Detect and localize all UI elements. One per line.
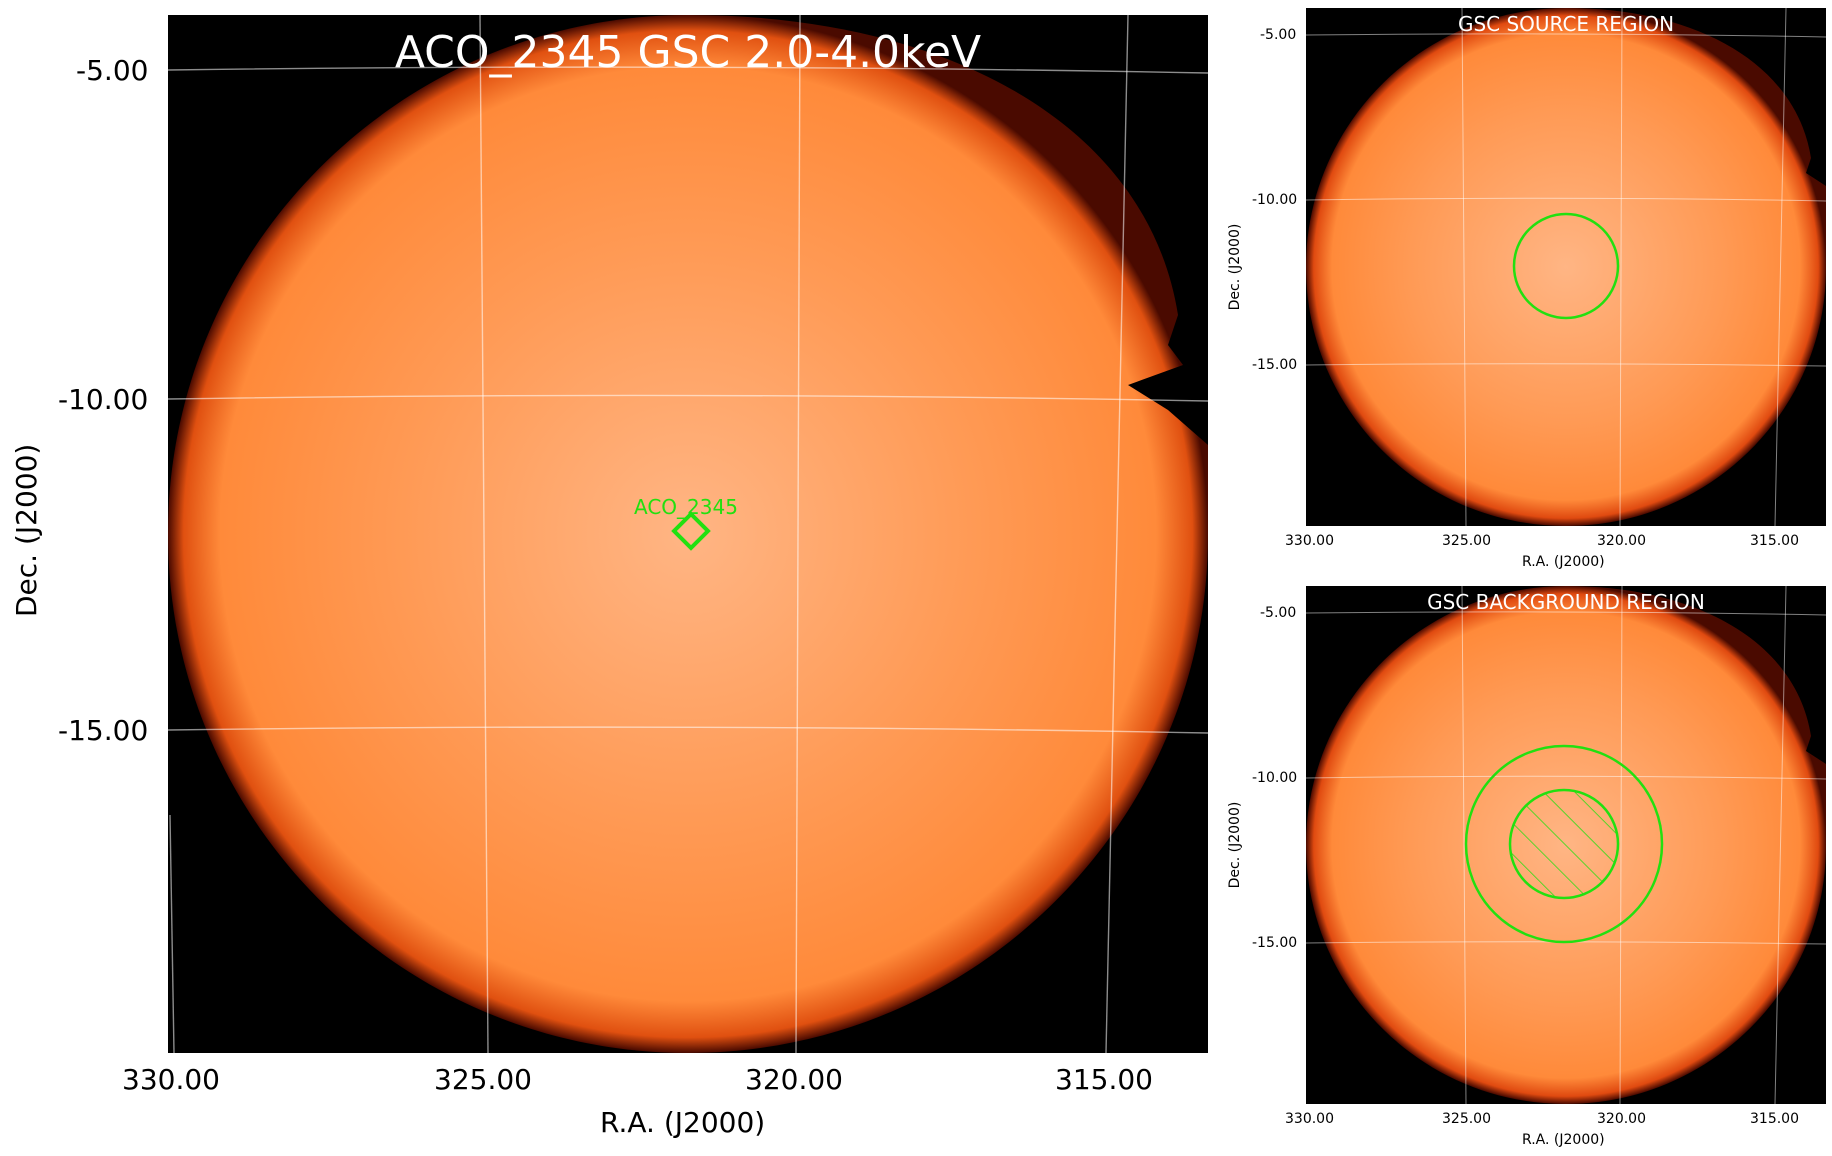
source-region-circle[interactable] (1512, 212, 1620, 320)
main-ylabel: Dec. (J2000) (10, 443, 43, 617)
exposure-map (1306, 8, 1826, 526)
main-xtick-3: 320.00 (745, 1063, 843, 1096)
source-panel-title: GSC SOURCE REGION (1457, 12, 1675, 36)
background-region-map: GSC BACKGROUND REGION (1306, 586, 1826, 1104)
background-panel-title: GSC BACKGROUND REGION (1427, 590, 1705, 614)
main-xtick-4: 315.00 (1055, 1063, 1153, 1096)
main-ytick-1: -5.00 (76, 54, 149, 87)
bkg-xtick-3: 320.00 (1597, 1111, 1646, 1127)
cluster-marker[interactable] (671, 511, 711, 551)
main-sky-map: ACO_2345 GSC 2.0-4.0keV ACO_2345 (168, 15, 1208, 1053)
background-excluded-circle[interactable] (1508, 788, 1620, 900)
source-region-map: GSC SOURCE REGION (1306, 8, 1826, 526)
source-sky-image (1306, 8, 1826, 526)
src-xlabel: R.A. (J2000) (1522, 554, 1605, 570)
exposure-map (168, 15, 1208, 1053)
bkg-xtick-2: 325.00 (1442, 1111, 1491, 1127)
bkg-xlabel: R.A. (J2000) (1522, 1132, 1605, 1148)
src-xtick-3: 320.00 (1597, 533, 1646, 549)
bkg-ytick-1: -5.00 (1260, 605, 1297, 621)
src-ytick-1: -5.00 (1260, 27, 1297, 43)
src-ytick-2: -10.00 (1252, 192, 1298, 208)
background-sky-image (1306, 586, 1826, 1104)
bkg-ylabel: Dec. (J2000) (1227, 801, 1243, 889)
background-outer-circle[interactable] (1464, 744, 1664, 944)
main-xtick-1: 330.00 (122, 1063, 220, 1096)
bkg-ytick-2: -10.00 (1252, 770, 1298, 786)
src-ylabel: Dec. (J2000) (1227, 223, 1243, 311)
main-xtick-2: 325.00 (434, 1063, 532, 1096)
main-sky-image (168, 15, 1208, 1053)
main-title: ACO_2345 GSC 2.0-4.0keV (394, 27, 982, 78)
src-xtick-2: 325.00 (1442, 533, 1491, 549)
src-ytick-3: -15.00 (1252, 357, 1298, 373)
bkg-xtick-4: 315.00 (1750, 1111, 1799, 1127)
src-xtick-4: 315.00 (1750, 533, 1799, 549)
main-ytick-3: -15.00 (58, 714, 149, 747)
bkg-xtick-1: 330.00 (1285, 1111, 1334, 1127)
source-label: ACO_2345 (634, 495, 738, 519)
main-ytick-2: -10.00 (58, 383, 149, 416)
bkg-ytick-3: -15.00 (1252, 935, 1298, 951)
src-xtick-1: 330.00 (1285, 533, 1334, 549)
main-xlabel: R.A. (J2000) (600, 1106, 766, 1139)
